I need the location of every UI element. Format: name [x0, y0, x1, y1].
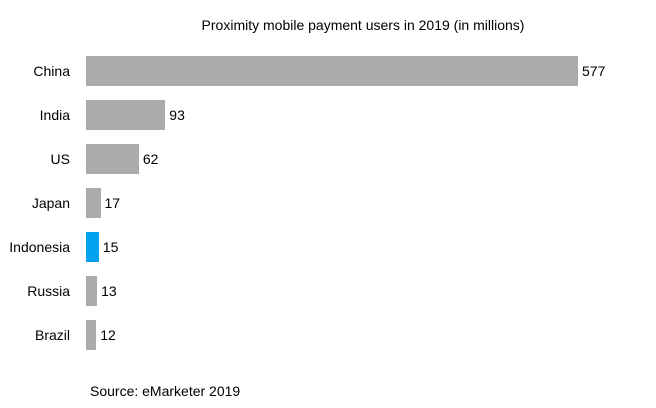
bar	[86, 188, 101, 218]
value-label: 577	[582, 63, 606, 79]
bar-cell: 13	[86, 276, 117, 306]
bar-highlighted	[86, 232, 99, 262]
chart-title: Proximity mobile payment users in 2019 (…	[201, 17, 525, 33]
chart-row: Brazil 12	[0, 320, 656, 350]
chart-row: China 577	[0, 56, 656, 86]
chart-row: Indonesia 15	[0, 232, 656, 262]
category-label: Brazil	[34, 327, 70, 343]
bar-cell: 17	[86, 188, 120, 218]
bar-cell: 62	[86, 144, 158, 174]
bar	[86, 144, 139, 174]
bar-cell: 15	[86, 232, 118, 262]
category-label: China	[33, 63, 70, 79]
category-label: Japan	[31, 195, 70, 211]
category-label: US	[50, 151, 70, 167]
chart-row: US 62	[0, 144, 656, 174]
bar	[86, 100, 166, 130]
value-label: 15	[102, 239, 119, 255]
value-label: 17	[104, 195, 121, 211]
bar	[86, 320, 97, 350]
bar-cell: 93	[86, 100, 185, 130]
value-label: 93	[169, 107, 185, 123]
bar-cell: 12	[86, 320, 116, 350]
bar-cell: 577	[86, 56, 605, 86]
chart-row: Russia 13	[0, 276, 656, 306]
category-label: Russia	[27, 283, 70, 299]
chart-row: Japan 17	[0, 188, 656, 218]
category-label: Indonesia	[9, 239, 70, 255]
chart-rows: China 577 India 93 US 62 Japan 17 Indonesia 15 Rus…	[0, 56, 656, 364]
category-label: India	[39, 107, 70, 123]
bar	[86, 56, 578, 86]
value-label: 62	[142, 151, 159, 167]
value-label: 12	[100, 327, 116, 343]
value-label: 13	[101, 283, 117, 299]
bar	[86, 276, 98, 306]
chart-row: India 93	[0, 100, 656, 130]
source-note: Source: eMarketer 2019	[90, 383, 241, 399]
